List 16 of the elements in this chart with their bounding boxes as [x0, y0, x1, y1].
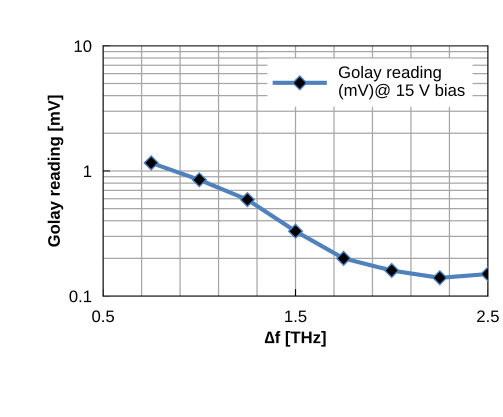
point [384, 262, 400, 278]
point [288, 224, 304, 239]
legend-label: Golay reading (mV)@ 15 V bias [338, 66, 465, 100]
point [336, 250, 352, 266]
x-tick-label: 2.5 [477, 310, 499, 322]
x-tick-label: 0.5 [92, 310, 114, 322]
y-axis-title: Golay reading [mV] [48, 96, 64, 247]
point [192, 172, 207, 188]
y-tick-label: 0.1 [69, 290, 92, 302]
y-tick-label: 1 [84, 166, 92, 178]
point [432, 270, 448, 286]
point [144, 155, 159, 170]
x-axis-title: ∆f [THz] [264, 331, 326, 347]
point [240, 192, 255, 208]
y-tick-label: 10 [74, 40, 92, 52]
x-tick-label: 1.5 [285, 310, 306, 322]
